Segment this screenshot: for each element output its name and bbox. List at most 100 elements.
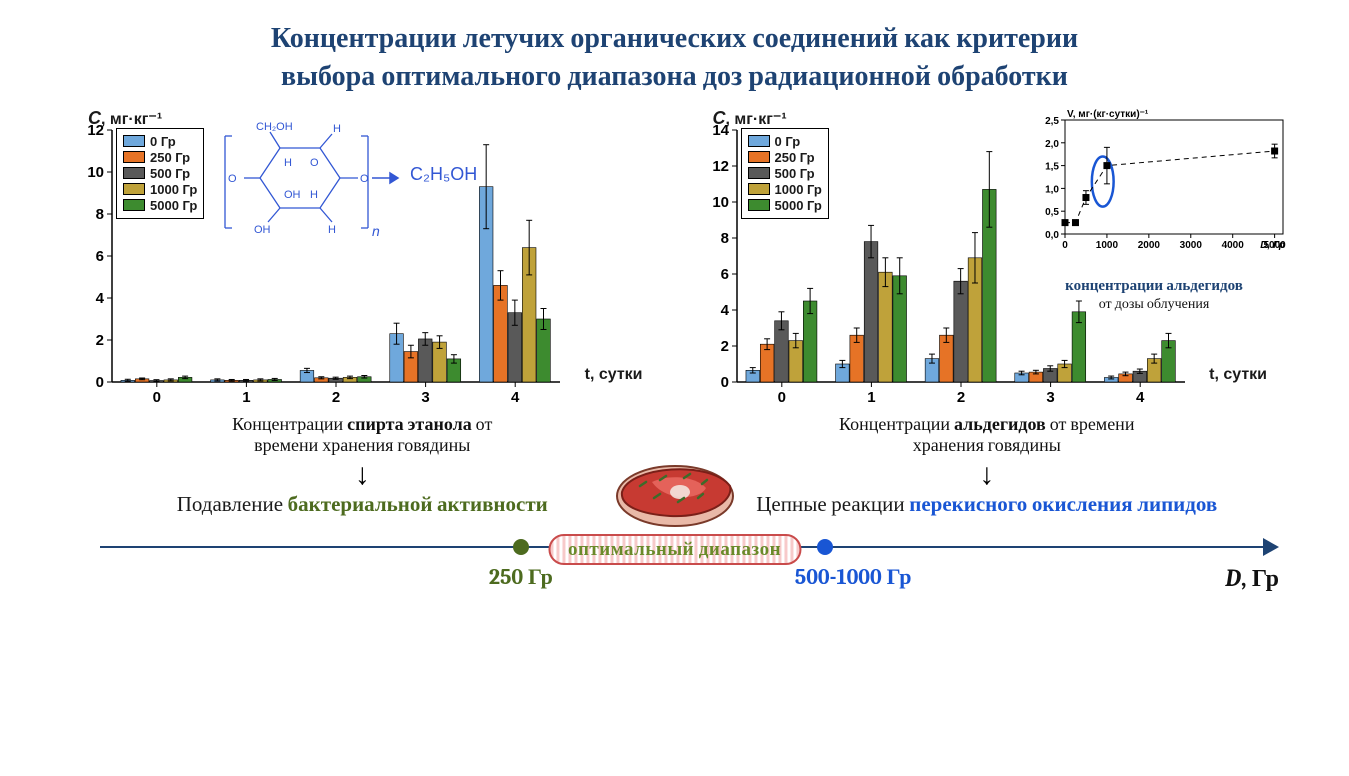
right-conclusion: Цепные реакции перекисного окисления лип…: [695, 492, 1280, 518]
svg-text:0,0: 0,0: [1045, 230, 1059, 241]
legend-label: 5000 Гр: [775, 198, 822, 213]
left-conclusion: Подавление бактериальной активности: [70, 492, 655, 518]
right-chart: C, мг·кг⁻¹ 0 Гр250 Гр500 Гр1000 Гр5000 Г…: [695, 110, 1280, 410]
mol-h1: H: [333, 123, 341, 135]
legend-item-d0: 0 Гр: [123, 134, 197, 149]
bottom-dose-axis: оптимальный диапазон 250 Гр 500-1000 Гр …: [40, 528, 1309, 598]
svg-text:12: 12: [712, 158, 729, 175]
svg-text:2,0: 2,0: [1045, 138, 1059, 149]
right-chart-column: C, мг·кг⁻¹ 0 Гр250 Гр500 Гр1000 Гр5000 Г…: [695, 110, 1280, 518]
legend-label: 1000 Гр: [150, 182, 197, 197]
legend-swatch: [748, 151, 770, 163]
legend-swatch: [123, 183, 145, 195]
svg-text:0: 0: [96, 374, 104, 391]
svg-text:1: 1: [242, 389, 250, 406]
mol-sub-n: n: [372, 223, 380, 239]
page-title: Концентрации летучих органических соедин…: [40, 20, 1309, 96]
right-x-axis-label: t, сутки: [1209, 366, 1267, 384]
svg-text:0,5: 0,5: [1045, 207, 1059, 218]
legend-swatch: [123, 199, 145, 211]
legend-swatch: [748, 135, 770, 147]
legend-label: 250 Гр: [150, 150, 190, 165]
svg-text:2,5: 2,5: [1045, 116, 1059, 127]
legend-item-d250: 250 Гр: [123, 150, 197, 165]
legend-swatch: [748, 183, 770, 195]
svg-text:1,0: 1,0: [1045, 184, 1059, 195]
legend-item-d500: 500 Гр: [123, 166, 197, 181]
legend-item-d0: 0 Гр: [748, 134, 822, 149]
meat-icon: [610, 452, 740, 532]
down-arrow-icon: ↓: [70, 460, 655, 490]
svg-text:8: 8: [720, 230, 728, 247]
y-label-c: C: [88, 108, 101, 128]
svg-text:4: 4: [1136, 389, 1145, 406]
svg-text:8: 8: [96, 206, 104, 223]
left-legend: 0 Гр250 Гр500 Гр1000 Гр5000 Гр: [116, 128, 204, 219]
molecule-diagram: CH₂OH H O H OH O H O OH H n: [220, 118, 400, 248]
svg-text:10: 10: [87, 164, 104, 181]
y-label-unit: , мг·кг⁻¹: [101, 111, 162, 128]
marker-250: [513, 539, 529, 555]
legend-swatch: [748, 199, 770, 211]
svg-text:D, Гр: D, Гр: [1260, 240, 1285, 251]
svg-text:0: 0: [720, 374, 728, 391]
svg-text:2: 2: [956, 389, 964, 406]
legend-label: 1000 Гр: [775, 182, 822, 197]
svg-text:0: 0: [153, 389, 161, 406]
left-chart: C, мг·кг⁻¹ 0 Гр250 Гр500 Гр1000 Гр5000 Г…: [70, 110, 655, 410]
svg-text:4: 4: [720, 302, 729, 319]
svg-text:4: 4: [96, 290, 105, 307]
svg-text:2000: 2000: [1138, 240, 1161, 251]
legend-label: 0 Гр: [775, 134, 801, 149]
right-legend: 0 Гр250 Гр500 Гр1000 Гр5000 Гр: [741, 128, 829, 219]
legend-label: 5000 Гр: [150, 198, 197, 213]
mol-o1: O: [360, 173, 369, 185]
marker-500-1000: [817, 539, 833, 555]
legend-swatch: [123, 135, 145, 147]
svg-text:10: 10: [712, 194, 729, 211]
svg-text:2: 2: [720, 338, 728, 355]
mol-h3: H: [284, 157, 292, 169]
legend-label: 500 Гр: [775, 166, 815, 181]
down-arrow-icon: ↓: [695, 460, 1280, 490]
legend-item-d1000: 1000 Гр: [123, 182, 197, 197]
inset-chart: 0,00,51,01,52,02,5010002000300040005000V…: [1031, 106, 1291, 276]
svg-text:2: 2: [96, 332, 104, 349]
mol-oh2: OH: [284, 189, 301, 201]
svg-text:0: 0: [777, 389, 785, 406]
left-x-axis-label: t, сутки: [585, 366, 643, 384]
legend-item-d5000: 5000 Гр: [748, 198, 822, 213]
svg-text:6: 6: [96, 248, 104, 265]
left-y-axis-label: C, мг·кг⁻¹: [88, 108, 162, 129]
inset-svg: 0,00,51,01,52,02,5010002000300040005000V…: [1031, 106, 1291, 256]
mol-o2: O: [228, 173, 237, 185]
svg-text:0: 0: [1062, 240, 1068, 251]
svg-text:1000: 1000: [1096, 240, 1119, 251]
legend-label: 500 Гр: [150, 166, 190, 181]
svg-text:3000: 3000: [1180, 240, 1203, 251]
mol-h4: H: [310, 189, 318, 201]
svg-text:3: 3: [421, 389, 429, 406]
legend-swatch: [123, 167, 145, 179]
legend-swatch: [748, 167, 770, 179]
legend-label: 0 Гр: [150, 134, 176, 149]
legend-item-d500: 500 Гр: [748, 166, 822, 181]
svg-text:6: 6: [720, 266, 728, 283]
mol-oh1: OH: [254, 224, 271, 236]
legend-item-d1000: 1000 Гр: [748, 182, 822, 197]
right-chart-caption: Концентрации альдегидов от времени хране…: [695, 414, 1280, 456]
formula-ethanol: C₂H₅OH: [410, 164, 477, 185]
left-chart-caption: Концентрации спирта этанола от времени х…: [70, 414, 655, 456]
legend-swatch: [123, 151, 145, 163]
mol-h2: H: [328, 224, 336, 236]
svg-text:4: 4: [511, 389, 520, 406]
dose-axis-arrow-icon: [1263, 538, 1279, 556]
svg-text:3: 3: [1046, 389, 1054, 406]
right-y-axis-label: C, мг·кг⁻¹: [713, 108, 787, 129]
axis-d-label: D, Гр: [1225, 564, 1279, 593]
svg-text:2: 2: [332, 389, 340, 406]
svg-text:4000: 4000: [1222, 240, 1245, 251]
title-line-1: Концентрации летучих органических соедин…: [271, 22, 1078, 54]
svg-text:1: 1: [867, 389, 875, 406]
mol-ch2oh: CH₂OH: [256, 121, 293, 133]
